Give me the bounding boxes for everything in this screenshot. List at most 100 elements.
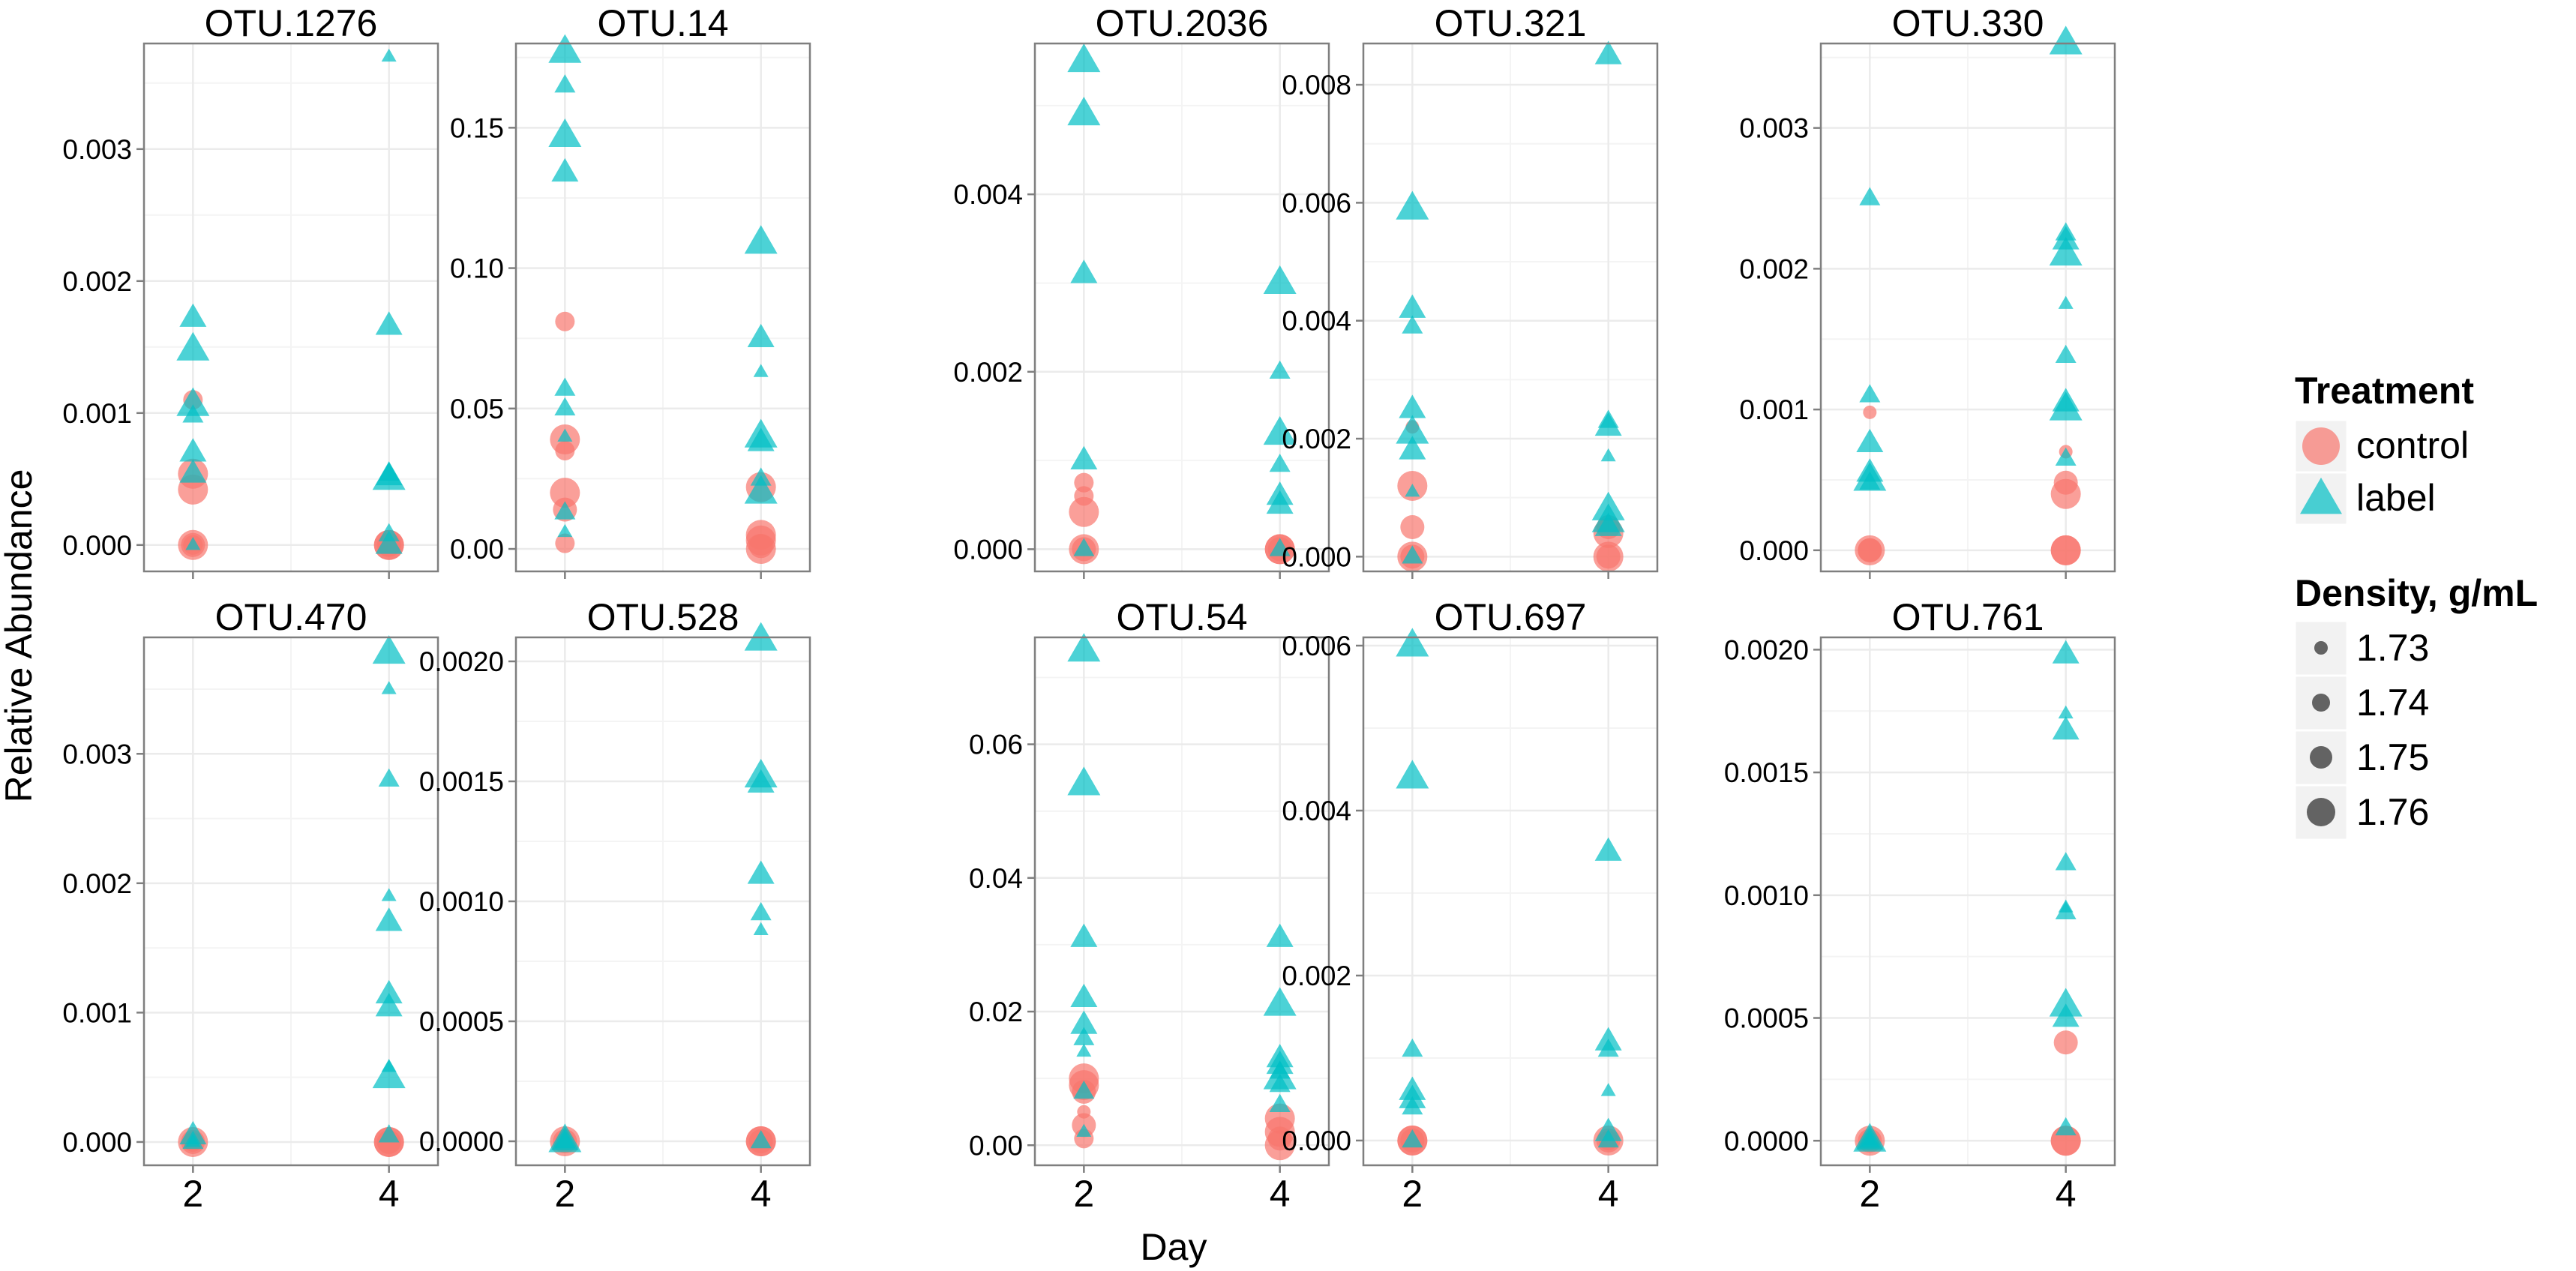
facet-panel: OTU.528 0.0000 0.0005 0.0010 0.0015 0.0020 2 4 [419, 596, 811, 1215]
y-tick-label: 0.003 [62, 739, 132, 769]
data-point-label [554, 74, 576, 93]
data-point-label [1594, 512, 1622, 536]
data-point-label [372, 1060, 406, 1089]
legend-treatment-items: control label [2293, 418, 2469, 526]
data-point-label [381, 681, 397, 694]
facet-panel: OTU.330 0.000 0.001 0.002 0.003 [1739, 2, 2116, 579]
x-tick-label: 4 [1270, 1173, 1291, 1215]
data-point-control [1264, 1130, 1295, 1161]
y-tick-label: 0.008 [1282, 70, 1351, 100]
data-point-label [557, 523, 573, 538]
panel-border [142, 42, 439, 573]
data-point-label [548, 34, 582, 63]
data-point-label [557, 428, 573, 442]
legend-title-density: Density, g/mL [2295, 572, 2538, 614]
data-point-label [1597, 1038, 1619, 1057]
data-point-label [381, 888, 397, 901]
facet-panel: OTU.1276 0.000 0.001 0.002 0.003 [62, 2, 439, 579]
data-point-label [1067, 766, 1101, 796]
y-tick-label: 0.000 [62, 530, 132, 561]
data-point-label [744, 475, 778, 504]
y-tick-label: 0.0010 [419, 886, 504, 917]
y-tick-label: 0.002 [1739, 253, 1809, 284]
data-point-label [372, 635, 406, 664]
data-point-label [1399, 394, 1426, 418]
data-point-label [2055, 901, 2077, 919]
data-point-label [1067, 43, 1101, 73]
data-point-label [1399, 436, 1426, 460]
data-point-label [2052, 640, 2080, 664]
axis-titles: Day Relative Abundance [0, 469, 1207, 1268]
panel-title: OTU.761 [1892, 596, 2044, 638]
data-point-label [2052, 716, 2080, 740]
data-point-label [2055, 1117, 2077, 1136]
y-tick-label: 0.003 [1739, 113, 1809, 144]
data-point-label [1067, 97, 1101, 126]
facet-panel: OTU.54 0.00 0.02 0.04 0.06 2 4 [969, 596, 1330, 1215]
data-point-label [1269, 538, 1291, 556]
data-point-label [1070, 259, 1098, 283]
legend-key-density [2310, 746, 2332, 769]
y-tick-label: 0.000 [1282, 1126, 1351, 1156]
data-point-label [548, 118, 582, 148]
data-point-label [372, 461, 406, 490]
y-tick-label: 0.0005 [1724, 1003, 1809, 1034]
data-point-control [555, 533, 575, 553]
data-point-label [2055, 344, 2077, 363]
legend-density-items: 1.73 1.74 1.75 1.76 [2293, 619, 2429, 841]
data-point-label [747, 769, 775, 793]
legend: Treatment control label Density, g/mL 1.7… [2293, 370, 2538, 841]
facet-panel: OTU.2036 0.000 0.002 0.004 [953, 2, 1330, 579]
legend-item-label: control [2356, 424, 2469, 466]
data-point-label [1269, 360, 1291, 379]
data-point-label [378, 1124, 400, 1143]
y-tick-label: 0.002 [1282, 961, 1351, 991]
data-point-label [176, 387, 210, 416]
panel-title: OTU.14 [597, 2, 728, 44]
data-point-label [554, 501, 576, 520]
data-point-label [1402, 315, 1423, 334]
data-point-label [1402, 1129, 1423, 1148]
data-point-label [1070, 983, 1098, 1008]
data-point-label [1269, 1093, 1291, 1113]
data-point-label [1859, 384, 1881, 403]
data-point-label [548, 1123, 582, 1153]
data-point-label [2058, 295, 2074, 309]
data-point-label [1597, 1129, 1619, 1148]
y-tick-label: 0.04 [969, 863, 1023, 894]
data-point-label [1600, 1083, 1616, 1096]
x-tick-label: 4 [1598, 1173, 1619, 1215]
y-tick-label: 0.0010 [1724, 880, 1809, 911]
data-point-label [1594, 837, 1622, 861]
legend-key-density [2314, 641, 2328, 655]
y-tick-label: 0.10 [450, 253, 504, 284]
y-tick-label: 0.0020 [1724, 634, 1809, 665]
y-tick-label: 0.0020 [419, 646, 504, 677]
data-point-label [1396, 190, 1429, 220]
legend-key-background [2293, 674, 2349, 732]
panel-border [1033, 42, 1330, 573]
data-point-control [2053, 1030, 2078, 1055]
x-tick-label: 4 [751, 1173, 772, 1215]
facet-panel: OTU.14 0.00 0.05 0.10 0.15 [450, 2, 811, 579]
data-point-label [2049, 236, 2083, 266]
y-tick-label: 0.006 [1282, 187, 1351, 218]
y-tick-label: 0.06 [969, 730, 1023, 760]
data-point-label [2055, 447, 2077, 466]
legend-key-control [2302, 427, 2340, 465]
y-tick-label: 0.0000 [419, 1126, 504, 1157]
data-point-label [182, 404, 204, 423]
data-point-label [747, 323, 775, 348]
data-point-label [554, 397, 576, 416]
data-point-label [1402, 1038, 1423, 1057]
y-tick-label: 0.00 [450, 534, 504, 565]
data-point-control [1863, 405, 1877, 419]
data-point-control [1069, 496, 1099, 527]
data-point-label [750, 1129, 772, 1149]
data-point-label [744, 225, 778, 254]
data-point-label [176, 331, 210, 361]
y-tick-label: 0.15 [450, 112, 504, 143]
y-tick-label: 0.000 [1739, 535, 1809, 566]
data-point-label [375, 993, 403, 1017]
